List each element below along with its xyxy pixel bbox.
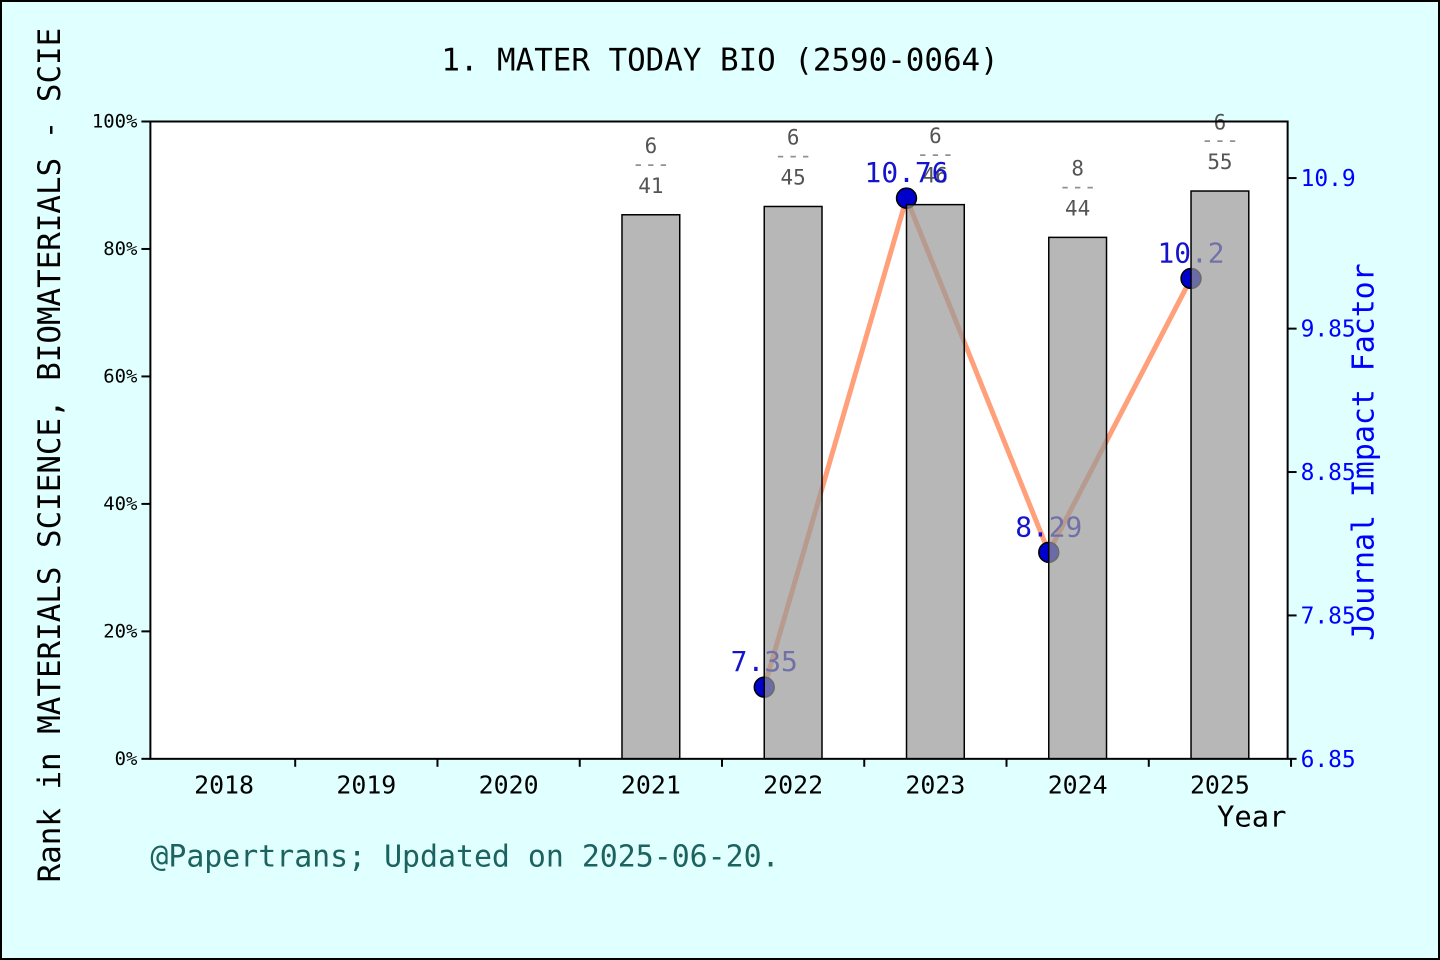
x-tick-label-2022: 2022 [763,771,823,800]
bar-rank-denominator-2022: 45 [781,166,806,190]
right-tick-label-10.9: 10.9 [1301,166,1356,192]
bar-rank-numerator-2023: 6 [929,124,942,148]
bar-rank-denominator-2021: 41 [638,174,663,198]
bar-rank-fraction-bar-2022: --- [774,144,812,168]
bar-rank-denominator-2025: 55 [1207,150,1232,174]
x-tick-label-2024: 2024 [1048,771,1108,800]
bar-rank-denominator-2023: 46 [923,164,948,188]
right-tick-label-9.85: 9.85 [1301,317,1356,343]
bar-rank-numerator-2021: 6 [645,134,658,158]
x-tick-label-2019: 2019 [336,771,396,800]
rank-bar-2025 [1190,190,1250,760]
left-tick-label-100: 100% [92,110,138,132]
plot-border [149,120,1289,760]
chart-title: 1. MATER TODAY BIO (2590-0064) [441,43,998,79]
impact-factor-line [761,195,1194,690]
right-tick-label-8.85: 8.85 [1301,460,1356,486]
x-tick-label-2020: 2020 [479,771,539,800]
right-tick-label-7.85: 7.85 [1301,603,1356,629]
left-tick-label-80: 80% [103,238,138,260]
rank-bar-2022 [763,205,823,760]
right-axis-title: Journal Impact Factor [1346,263,1381,641]
bar-rank-fraction-bar-2021: --- [632,152,670,176]
footer-credit: @Papertrans; Updated on 2025-06-20. [150,839,779,874]
rank-bar-2021 [621,214,681,760]
plot-area [150,121,1288,759]
bar-rank-numerator-2022: 6 [787,126,800,150]
right-tick-label-6.85: 6.85 [1301,747,1356,773]
left-tick-label-0: 0% [115,748,138,770]
rank-bar-2023 [905,203,966,760]
left-axis-title: Rank in MATERIALS SCIENCE, BIOMATERIALS … [32,28,68,883]
bar-rank-fraction-bar-2023: --- [917,142,955,166]
bar-rank-fraction-bar-2024: --- [1059,175,1097,199]
x-tick-label-2021: 2021 [621,771,681,800]
x-tick-label-2025: 2025 [1190,771,1250,800]
chart-marks-layer: 6---416---456---468---446---557.3510.768… [92,110,1356,799]
left-tick-label-20: 20% [103,620,138,642]
left-tick-label-60: 60% [103,365,138,387]
x-axis-title: Year [1217,800,1287,834]
bar-rank-fraction-bar-2025: --- [1201,128,1239,152]
x-tick-label-2023: 2023 [905,771,965,800]
bar-rank-numerator-2024: 8 [1071,157,1084,181]
bar-rank-denominator-2024: 44 [1065,196,1090,220]
rank-bar-2024 [1048,236,1108,760]
x-tick-label-2018: 2018 [194,771,254,800]
left-tick-label-40: 40% [103,493,138,515]
if-value-label-2023: 10.76 [865,156,949,189]
